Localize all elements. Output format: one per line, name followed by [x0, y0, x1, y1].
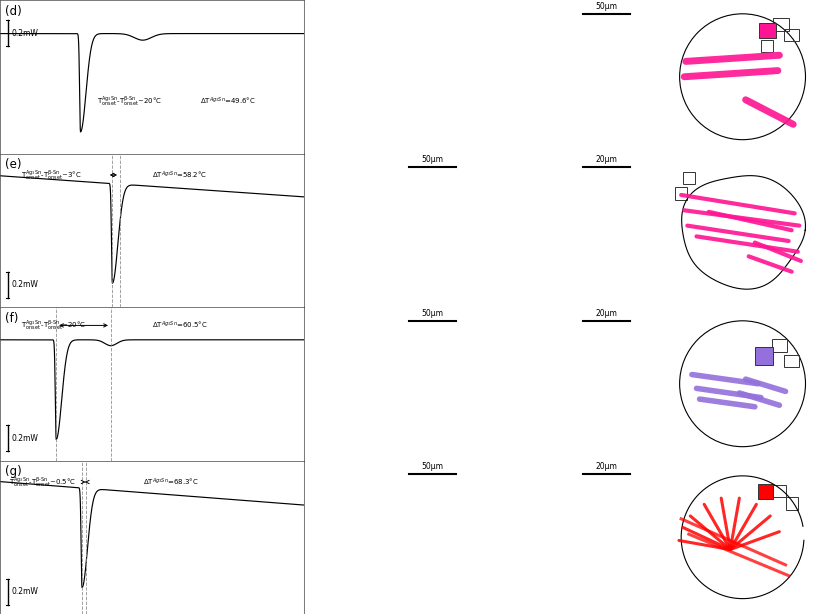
X-axis label: Temperature (°C): Temperature (°C) — [113, 170, 191, 179]
Text: 0.2mW: 0.2mW — [12, 280, 38, 289]
Text: $\Delta\mathrm{T}^{Ag_3Sn}$=58.2°C: $\Delta\mathrm{T}^{Ag_3Sn}$=58.2°C — [152, 169, 207, 181]
Text: 0.2mW: 0.2mW — [12, 28, 38, 37]
Polygon shape — [759, 23, 775, 38]
Text: (d): (d) — [4, 4, 22, 18]
Text: (e): (e) — [4, 158, 21, 171]
Text: 0.2mW: 0.2mW — [12, 587, 38, 596]
Text: $\Delta\mathrm{T}^{Ag_3Sn}$=60.5°C: $\Delta\mathrm{T}^{Ag_3Sn}$=60.5°C — [152, 320, 207, 331]
Text: 20μm: 20μm — [596, 309, 617, 318]
Text: 20μm: 20μm — [596, 462, 617, 472]
Text: 50μm: 50μm — [596, 2, 618, 10]
Text: 20μm: 20μm — [596, 155, 617, 164]
Text: 50μm: 50μm — [421, 2, 443, 10]
X-axis label: Temperature (°C): Temperature (°C) — [113, 324, 191, 333]
Text: 50μm: 50μm — [421, 309, 443, 318]
Text: 50μm: 50μm — [421, 462, 443, 472]
Text: $\mathrm{T_{onset}^{Ag_3Sn}}$-$\mathrm{T_{onset}^{\beta\text{-}Sn}}$~0.5°C: $\mathrm{T_{onset}^{Ag_3Sn}}$-$\mathrm{T… — [9, 475, 77, 489]
X-axis label: Temperature (°C): Temperature (°C) — [113, 477, 191, 486]
Text: $\mathrm{T_{onset}^{Ag_3Sn}}$-$\mathrm{T_{onset}^{\beta\text{-}Sn}}$~20°C: $\mathrm{T_{onset}^{Ag_3Sn}}$-$\mathrm{T… — [97, 95, 162, 108]
Text: 50μm: 50μm — [421, 155, 443, 164]
Text: (f): (f) — [4, 312, 18, 325]
Polygon shape — [758, 484, 773, 499]
Text: $\Delta\mathrm{T}^{Ag_3Sn}$=68.3°C: $\Delta\mathrm{T}^{Ag_3Sn}$=68.3°C — [143, 476, 199, 488]
Text: $\mathrm{T_{onset}^{Ag_3Sn}}$-$\mathrm{T_{onset}^{\beta\text{-}Sn}}$~20°C: $\mathrm{T_{onset}^{Ag_3Sn}}$-$\mathrm{T… — [22, 319, 87, 332]
Text: (g): (g) — [4, 465, 22, 478]
Polygon shape — [755, 347, 773, 365]
Text: 0.2mW: 0.2mW — [12, 433, 38, 443]
Text: $\mathrm{T_{onset}^{Ag_3Sn}}$-$\mathrm{T_{onset}^{\beta\text{-}Sn}}$~3°C: $\mathrm{T_{onset}^{Ag_3Sn}}$-$\mathrm{T… — [22, 168, 82, 182]
Text: $\Delta\mathrm{T}^{Ag_3Sn}$=49.6°C: $\Delta\mathrm{T}^{Ag_3Sn}$=49.6°C — [201, 96, 256, 107]
